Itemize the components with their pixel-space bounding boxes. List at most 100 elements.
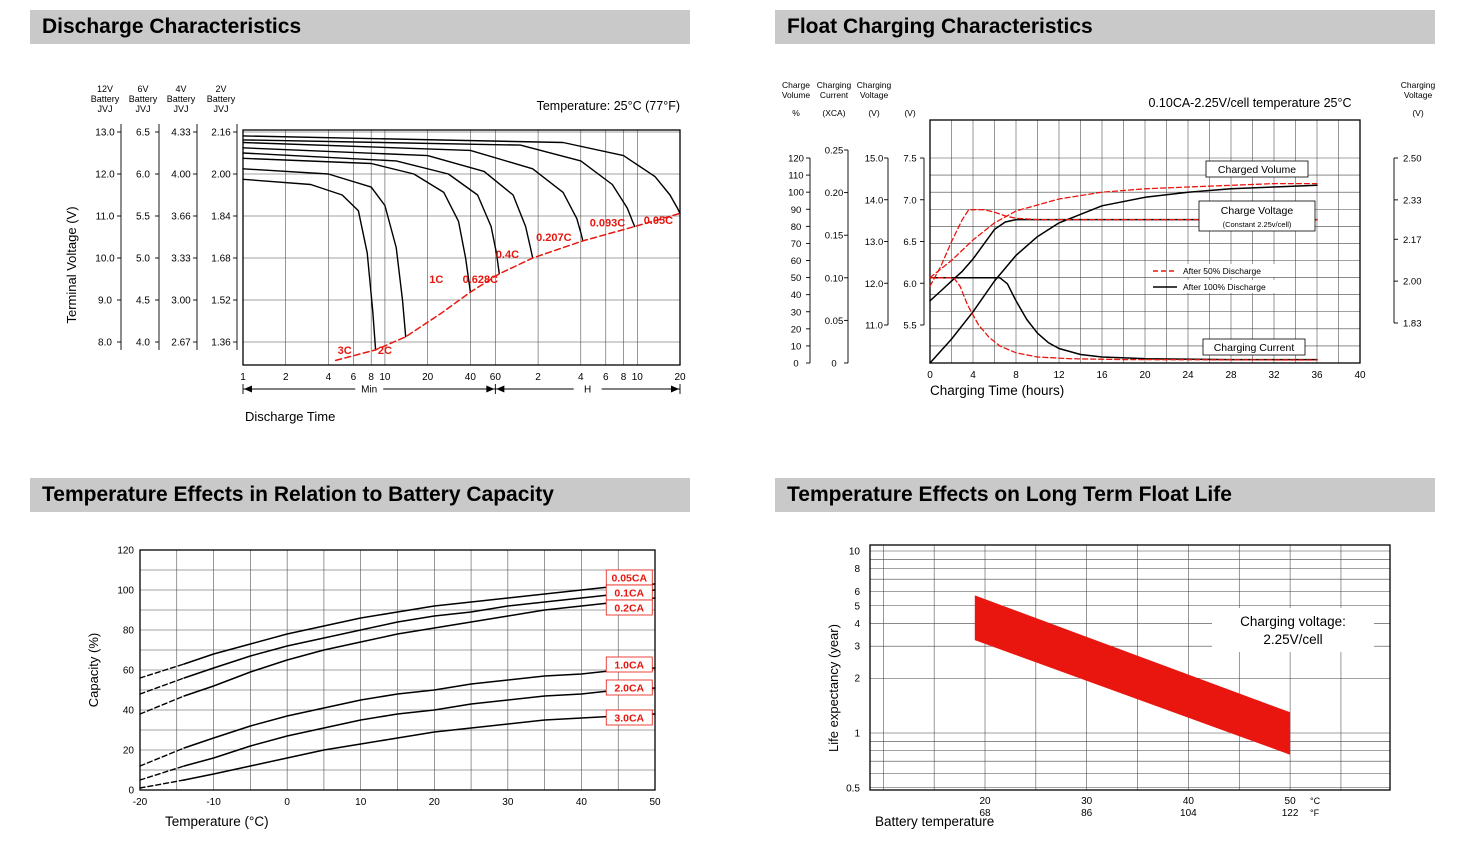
svg-text:10: 10 bbox=[849, 547, 861, 558]
svg-text:4.0: 4.0 bbox=[136, 338, 150, 349]
svg-text:7.5: 7.5 bbox=[903, 154, 916, 165]
panel-title-discharge: Discharge Characteristics bbox=[30, 10, 690, 44]
svg-text:8: 8 bbox=[854, 564, 860, 575]
svg-text:H: H bbox=[584, 385, 591, 396]
svg-text:4: 4 bbox=[854, 619, 860, 630]
svg-text:Voltage: Voltage bbox=[1404, 90, 1433, 100]
svg-text:1: 1 bbox=[240, 372, 246, 383]
svg-text:2: 2 bbox=[283, 372, 289, 383]
svg-text:Min: Min bbox=[361, 385, 377, 396]
svg-text:40: 40 bbox=[1183, 796, 1195, 807]
svg-text:80: 80 bbox=[791, 222, 802, 233]
svg-text:1.36: 1.36 bbox=[211, 338, 231, 349]
svg-text:40: 40 bbox=[123, 706, 135, 717]
svg-text:(V): (V) bbox=[868, 108, 880, 118]
svg-text:6.0: 6.0 bbox=[136, 170, 150, 181]
svg-text:1: 1 bbox=[854, 729, 860, 740]
svg-text:36: 36 bbox=[1311, 370, 1323, 381]
panel-title-float-charging: Float Charging Characteristics bbox=[775, 10, 1435, 44]
svg-text:80: 80 bbox=[123, 626, 135, 637]
svg-text:Temperature (°C): Temperature (°C) bbox=[165, 814, 269, 829]
panel-title-float-life: Temperature Effects on Long Term Float L… bbox=[775, 478, 1435, 512]
svg-text:0.10CA-2.25V/cell temperature: 0.10CA-2.25V/cell temperature 25°C bbox=[1148, 96, 1351, 110]
svg-text:13.0: 13.0 bbox=[95, 128, 115, 139]
svg-text:Volume: Volume bbox=[782, 90, 811, 100]
svg-text:4V: 4V bbox=[175, 84, 186, 94]
svg-text:12V: 12V bbox=[97, 84, 113, 94]
svg-text:120: 120 bbox=[117, 546, 134, 557]
svg-text:50: 50 bbox=[1285, 796, 1297, 807]
svg-text:90: 90 bbox=[791, 205, 802, 216]
svg-text:Capacity (%): Capacity (%) bbox=[86, 633, 101, 707]
svg-text:2.00: 2.00 bbox=[211, 170, 231, 181]
svg-text:0.15: 0.15 bbox=[825, 231, 844, 242]
svg-text:0.05CA: 0.05CA bbox=[611, 573, 647, 585]
svg-text:Battery: Battery bbox=[207, 94, 236, 104]
svg-text:6: 6 bbox=[603, 372, 609, 383]
svg-text:5.0: 5.0 bbox=[136, 254, 150, 265]
svg-text:100: 100 bbox=[788, 188, 804, 199]
svg-text:Charging Current: Charging Current bbox=[1214, 342, 1295, 354]
svg-text:3: 3 bbox=[854, 642, 860, 653]
svg-text:110: 110 bbox=[788, 171, 803, 182]
svg-text:JVJ: JVJ bbox=[213, 104, 228, 114]
svg-text:JVJ: JVJ bbox=[135, 104, 150, 114]
svg-text:50: 50 bbox=[649, 797, 661, 808]
svg-text:104: 104 bbox=[1180, 808, 1197, 819]
svg-text:After 100% Discharge: After 100% Discharge bbox=[1183, 282, 1266, 292]
svg-text:60: 60 bbox=[490, 372, 502, 383]
svg-text:1.68: 1.68 bbox=[211, 254, 231, 265]
svg-text:Battery: Battery bbox=[129, 94, 158, 104]
svg-text:3.33: 3.33 bbox=[171, 254, 191, 265]
svg-text:20: 20 bbox=[674, 372, 686, 383]
svg-text:Current: Current bbox=[820, 90, 849, 100]
svg-text:2.67: 2.67 bbox=[171, 338, 191, 349]
svg-text:24: 24 bbox=[1182, 370, 1194, 381]
svg-text:8: 8 bbox=[368, 372, 374, 383]
svg-text:0: 0 bbox=[128, 786, 134, 797]
svg-text:0.20: 0.20 bbox=[825, 188, 844, 199]
svg-text:70: 70 bbox=[791, 239, 802, 250]
svg-text:-20: -20 bbox=[133, 797, 148, 808]
svg-text:0: 0 bbox=[831, 359, 836, 370]
svg-text:°F: °F bbox=[1310, 808, 1320, 818]
svg-text:0.5: 0.5 bbox=[846, 783, 860, 794]
svg-text:86: 86 bbox=[1081, 808, 1093, 819]
svg-text:Charge: Charge bbox=[782, 80, 810, 90]
svg-text:0.05: 0.05 bbox=[825, 316, 844, 327]
svg-text:Battery temperature: Battery temperature bbox=[875, 814, 994, 829]
svg-text:6.5: 6.5 bbox=[136, 128, 150, 139]
svg-text:20: 20 bbox=[791, 324, 802, 335]
svg-text:6.0: 6.0 bbox=[903, 279, 916, 290]
svg-text:1.52: 1.52 bbox=[211, 296, 231, 307]
svg-text:12: 12 bbox=[1053, 370, 1065, 381]
svg-text:20: 20 bbox=[123, 746, 135, 757]
svg-text:100: 100 bbox=[117, 586, 134, 597]
svg-text:0: 0 bbox=[793, 359, 798, 370]
svg-text:11.0: 11.0 bbox=[865, 321, 883, 332]
svg-text:16: 16 bbox=[1096, 370, 1108, 381]
svg-text:2.16: 2.16 bbox=[211, 128, 231, 139]
svg-text:Charging: Charging bbox=[817, 80, 852, 90]
svg-text:20: 20 bbox=[979, 796, 991, 807]
svg-text:9.0: 9.0 bbox=[98, 296, 112, 307]
svg-text:60: 60 bbox=[791, 256, 802, 267]
svg-text:7.0: 7.0 bbox=[903, 195, 916, 206]
svg-text:2.17: 2.17 bbox=[1403, 235, 1422, 246]
svg-text:Life expectancy (year): Life expectancy (year) bbox=[826, 624, 841, 752]
svg-text:Discharge Time: Discharge Time bbox=[245, 409, 335, 424]
svg-text:10: 10 bbox=[379, 372, 391, 383]
svg-text:12.0: 12.0 bbox=[865, 279, 884, 290]
svg-text:4.5: 4.5 bbox=[136, 296, 150, 307]
svg-text:10: 10 bbox=[355, 797, 367, 808]
svg-text:(V): (V) bbox=[904, 108, 916, 118]
svg-text:28: 28 bbox=[1225, 370, 1237, 381]
svg-text:11.0: 11.0 bbox=[96, 212, 115, 223]
svg-text:1.84: 1.84 bbox=[211, 212, 231, 223]
svg-text:8: 8 bbox=[621, 372, 627, 383]
svg-text:6: 6 bbox=[854, 587, 860, 598]
svg-text:JVJ: JVJ bbox=[173, 104, 188, 114]
